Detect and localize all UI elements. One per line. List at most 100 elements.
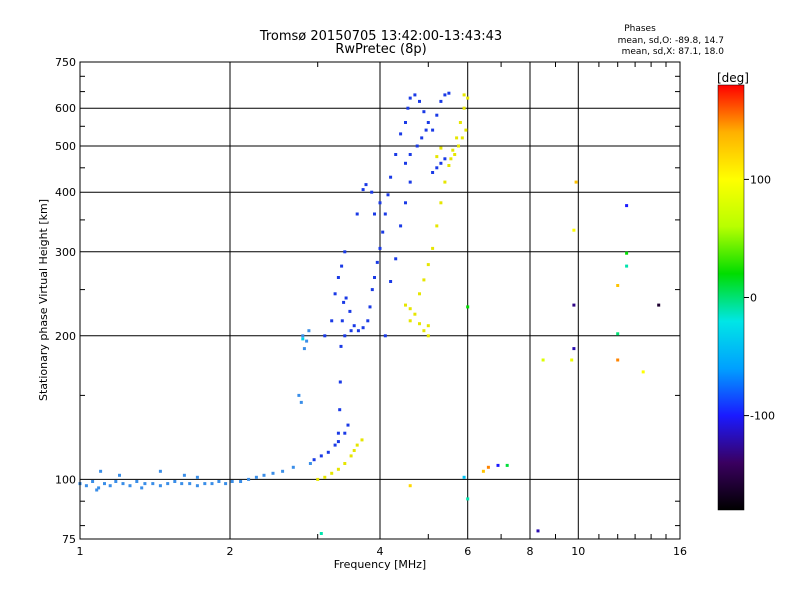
data-point [312, 458, 316, 462]
data-point [95, 488, 99, 492]
data-point [271, 471, 275, 475]
data-point [173, 480, 177, 483]
colorbar-gradient [717, 84, 745, 511]
data-point [158, 484, 162, 488]
data-point [381, 230, 385, 234]
data-point [135, 480, 139, 483]
y-tick-label: 200 [55, 330, 76, 343]
stats-line-x: mean, sd,X: 87.1, 18.0 [622, 47, 725, 57]
data-point [418, 99, 421, 103]
data-point [195, 484, 199, 488]
data-point [413, 312, 417, 316]
data-point [336, 440, 340, 444]
data-point [352, 324, 356, 328]
data-point [299, 400, 303, 404]
y-tick-label: 300 [55, 246, 76, 259]
data-point [91, 480, 95, 483]
data-points [78, 91, 661, 535]
data-point [657, 303, 661, 307]
x-tick-label: 16 [673, 545, 687, 558]
data-point [431, 128, 435, 132]
data-point [451, 148, 455, 152]
data-point [99, 469, 103, 473]
data-point [435, 113, 439, 117]
data-point [373, 276, 376, 279]
data-point [418, 322, 421, 326]
data-point [435, 224, 439, 228]
data-point [404, 121, 407, 124]
data-point [447, 91, 451, 95]
data-point [406, 106, 410, 110]
data-point [420, 136, 424, 140]
data-point [239, 480, 243, 483]
data-point [307, 329, 311, 333]
data-point [340, 264, 344, 268]
data-point [574, 180, 578, 184]
data-point [301, 334, 305, 338]
data-point [443, 180, 447, 184]
data-point [355, 443, 359, 447]
data-point [378, 246, 382, 250]
data-point [386, 193, 390, 197]
data-point [439, 201, 443, 205]
data-point [439, 161, 443, 165]
data-point [297, 393, 301, 397]
data-point [348, 309, 352, 313]
data-point [404, 201, 407, 205]
chart-subtitle: RwPretec (8p) [335, 42, 426, 57]
data-point [114, 480, 118, 483]
data-point [572, 228, 576, 232]
data-point [408, 319, 412, 323]
data-point [570, 358, 574, 362]
data-point [641, 370, 645, 374]
data-point [415, 144, 419, 148]
data-point [355, 212, 359, 216]
data-point [435, 166, 439, 170]
data-point [210, 482, 214, 486]
data-point [319, 454, 323, 458]
stats-line-o: mean, sd,O: -89.8, 14.7 [618, 36, 724, 46]
data-point [439, 146, 443, 150]
data-point [413, 93, 417, 97]
data-point [460, 136, 464, 140]
data-point [453, 153, 457, 156]
data-point [217, 480, 221, 483]
data-point [349, 454, 353, 458]
data-point [408, 153, 412, 156]
data-point [447, 164, 451, 167]
data-point [399, 224, 403, 228]
data-point [340, 319, 344, 323]
data-point [166, 482, 170, 486]
x-tick-label: 6 [464, 545, 471, 558]
data-point [302, 347, 306, 351]
data-point [541, 358, 545, 362]
data-point [336, 467, 340, 471]
data-point [431, 171, 435, 174]
data-point [383, 212, 387, 216]
data-point [344, 296, 348, 300]
data-point [151, 482, 155, 486]
data-point [370, 190, 374, 194]
data-point [462, 106, 466, 110]
data-point [336, 276, 340, 279]
data-point [572, 347, 576, 351]
data-point [464, 128, 468, 132]
data-point [140, 486, 144, 490]
data-point [505, 463, 509, 467]
data-point [281, 469, 285, 473]
data-point [121, 482, 125, 486]
y-tick-label: 100 [55, 473, 76, 486]
data-point [466, 96, 470, 100]
data-point [422, 278, 426, 282]
data-point [342, 300, 346, 304]
data-point [625, 204, 629, 208]
data-point [389, 175, 393, 179]
colorbar: [deg] 100 0 -100 [717, 71, 775, 511]
data-point [457, 144, 460, 148]
data-point [364, 183, 368, 187]
y-tick-label: 500 [55, 140, 76, 153]
data-point [180, 482, 184, 486]
data-point [360, 438, 364, 442]
data-point [394, 153, 398, 156]
